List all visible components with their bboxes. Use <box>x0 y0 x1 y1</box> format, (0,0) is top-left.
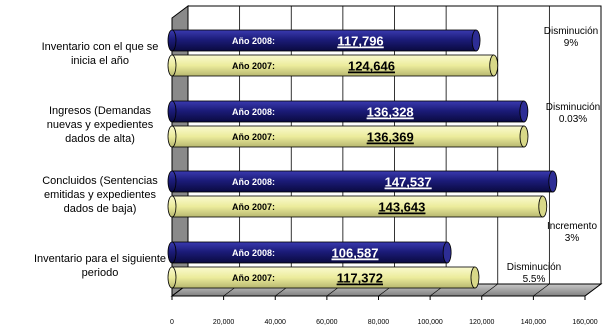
bar-start-cap <box>167 195 177 218</box>
bar-value-label: 143,643 <box>378 200 425 215</box>
category-label: Concluidos (Sentencias <box>42 175 158 187</box>
bar-end-cap <box>489 54 499 77</box>
change-annotation: 3% <box>565 233 580 244</box>
x-tick-label: 140,000 <box>521 319 546 326</box>
bar <box>171 170 554 193</box>
category-label: Ingresos (Demandas <box>49 105 152 117</box>
bar <box>171 54 495 77</box>
bar-group: Año 2008: 117,796 <box>167 29 481 52</box>
bar-start-cap <box>167 170 177 193</box>
bar-group: Año 2008: 136,328 <box>167 100 529 123</box>
bar-end-cap <box>471 29 481 52</box>
bar <box>171 241 448 264</box>
x-tick-label: 160,000 <box>572 319 597 326</box>
bar-end-cap <box>519 100 529 123</box>
x-tick-label: 80,000 <box>368 319 390 326</box>
change-annotation: Incremento <box>547 221 597 232</box>
x-tick-label: 120,000 <box>469 319 494 326</box>
x-tick-label: 60,000 <box>316 319 338 326</box>
change-annotation: 5.5% <box>523 274 546 285</box>
category-label: Inventario para el siguiente <box>34 253 166 265</box>
category-labels: Inventario con el que se inicia el año Ing… <box>34 41 166 279</box>
series-label: Año 2007: <box>232 273 275 283</box>
x-axis: 0 20,000 40,000 60,000 80,000 100,000 120,000 1… <box>170 295 598 326</box>
series-label: Año 2008: <box>232 107 275 117</box>
annotations: Disminución9%Disminución0.03%Incremento3… <box>507 26 600 285</box>
series-label: Año 2007: <box>232 61 275 71</box>
category-label: Inventario con el que se <box>42 41 159 53</box>
floor-gridline <box>533 283 550 297</box>
bar-group: Año 2007: 136,369 <box>167 125 529 148</box>
bar-group: Año 2007: 143,643 <box>167 195 548 218</box>
bar <box>171 100 525 123</box>
series-label: Año 2008: <box>232 248 275 258</box>
bar-end-cap <box>442 241 452 264</box>
bar-group: Año 2007: 117,372 <box>167 266 480 289</box>
bar-end-cap <box>470 266 480 289</box>
bar-start-cap <box>167 100 177 123</box>
x-tick-label: 100,000 <box>417 319 442 326</box>
category-label: periodo <box>82 267 119 279</box>
bar-end-cap <box>548 170 558 193</box>
bar <box>171 29 477 52</box>
bar-value-label: 124,646 <box>348 59 395 74</box>
series-label: Año 2007: <box>232 202 275 212</box>
bar-value-label: 117,796 <box>337 34 383 49</box>
bar-end-cap <box>538 195 548 218</box>
series-label: Año 2007: <box>232 132 275 142</box>
bar-end-cap <box>519 125 529 148</box>
bar-value-label: 136,369 <box>367 130 414 145</box>
change-annotation: Disminución <box>544 26 598 37</box>
change-annotation: 9% <box>564 38 579 49</box>
category-label: dados de alta) <box>65 133 135 145</box>
bar-group: Año 2008: 106,587 <box>167 241 452 264</box>
bar-start-cap <box>167 54 177 77</box>
bar-value-label: 136,328 <box>367 105 414 120</box>
bar-group: Año 2008: 147,537 <box>167 170 558 193</box>
category-label: emitidas y expedientes <box>44 189 156 201</box>
bar <box>171 266 476 289</box>
change-annotation: Disminución <box>546 102 600 113</box>
bar <box>171 195 544 218</box>
bar-group: Año 2007: 124,646 <box>167 54 499 77</box>
bar-start-cap <box>167 266 177 289</box>
change-annotation: Disminución <box>507 262 561 273</box>
bar-start-cap <box>167 125 177 148</box>
series-label: Año 2008: <box>232 36 275 46</box>
category-label: dados de baja) <box>64 203 137 215</box>
bars: Año 2008: 117,796 Año 2007: 124,646 Año 2008… <box>167 29 558 289</box>
x-tick-label: 20,000 <box>213 319 235 326</box>
floor-gridline <box>481 283 498 297</box>
category-label: nuevas y expedientes <box>47 119 154 131</box>
bar <box>171 125 525 148</box>
change-annotation: 0.03% <box>559 114 587 125</box>
floor-gridline <box>584 283 602 297</box>
bar-value-label: 117,372 <box>337 271 383 286</box>
bar-value-label: 147,537 <box>385 175 432 190</box>
series-label: Año 2008: <box>232 177 275 187</box>
bar-value-label: 106,587 <box>332 246 379 261</box>
bar-start-cap <box>167 29 177 52</box>
category-label: inicia el año <box>71 55 129 67</box>
x-tick-label: 0 <box>170 319 174 326</box>
x-tick-label: 40,000 <box>265 319 287 326</box>
bar-start-cap <box>167 241 177 264</box>
